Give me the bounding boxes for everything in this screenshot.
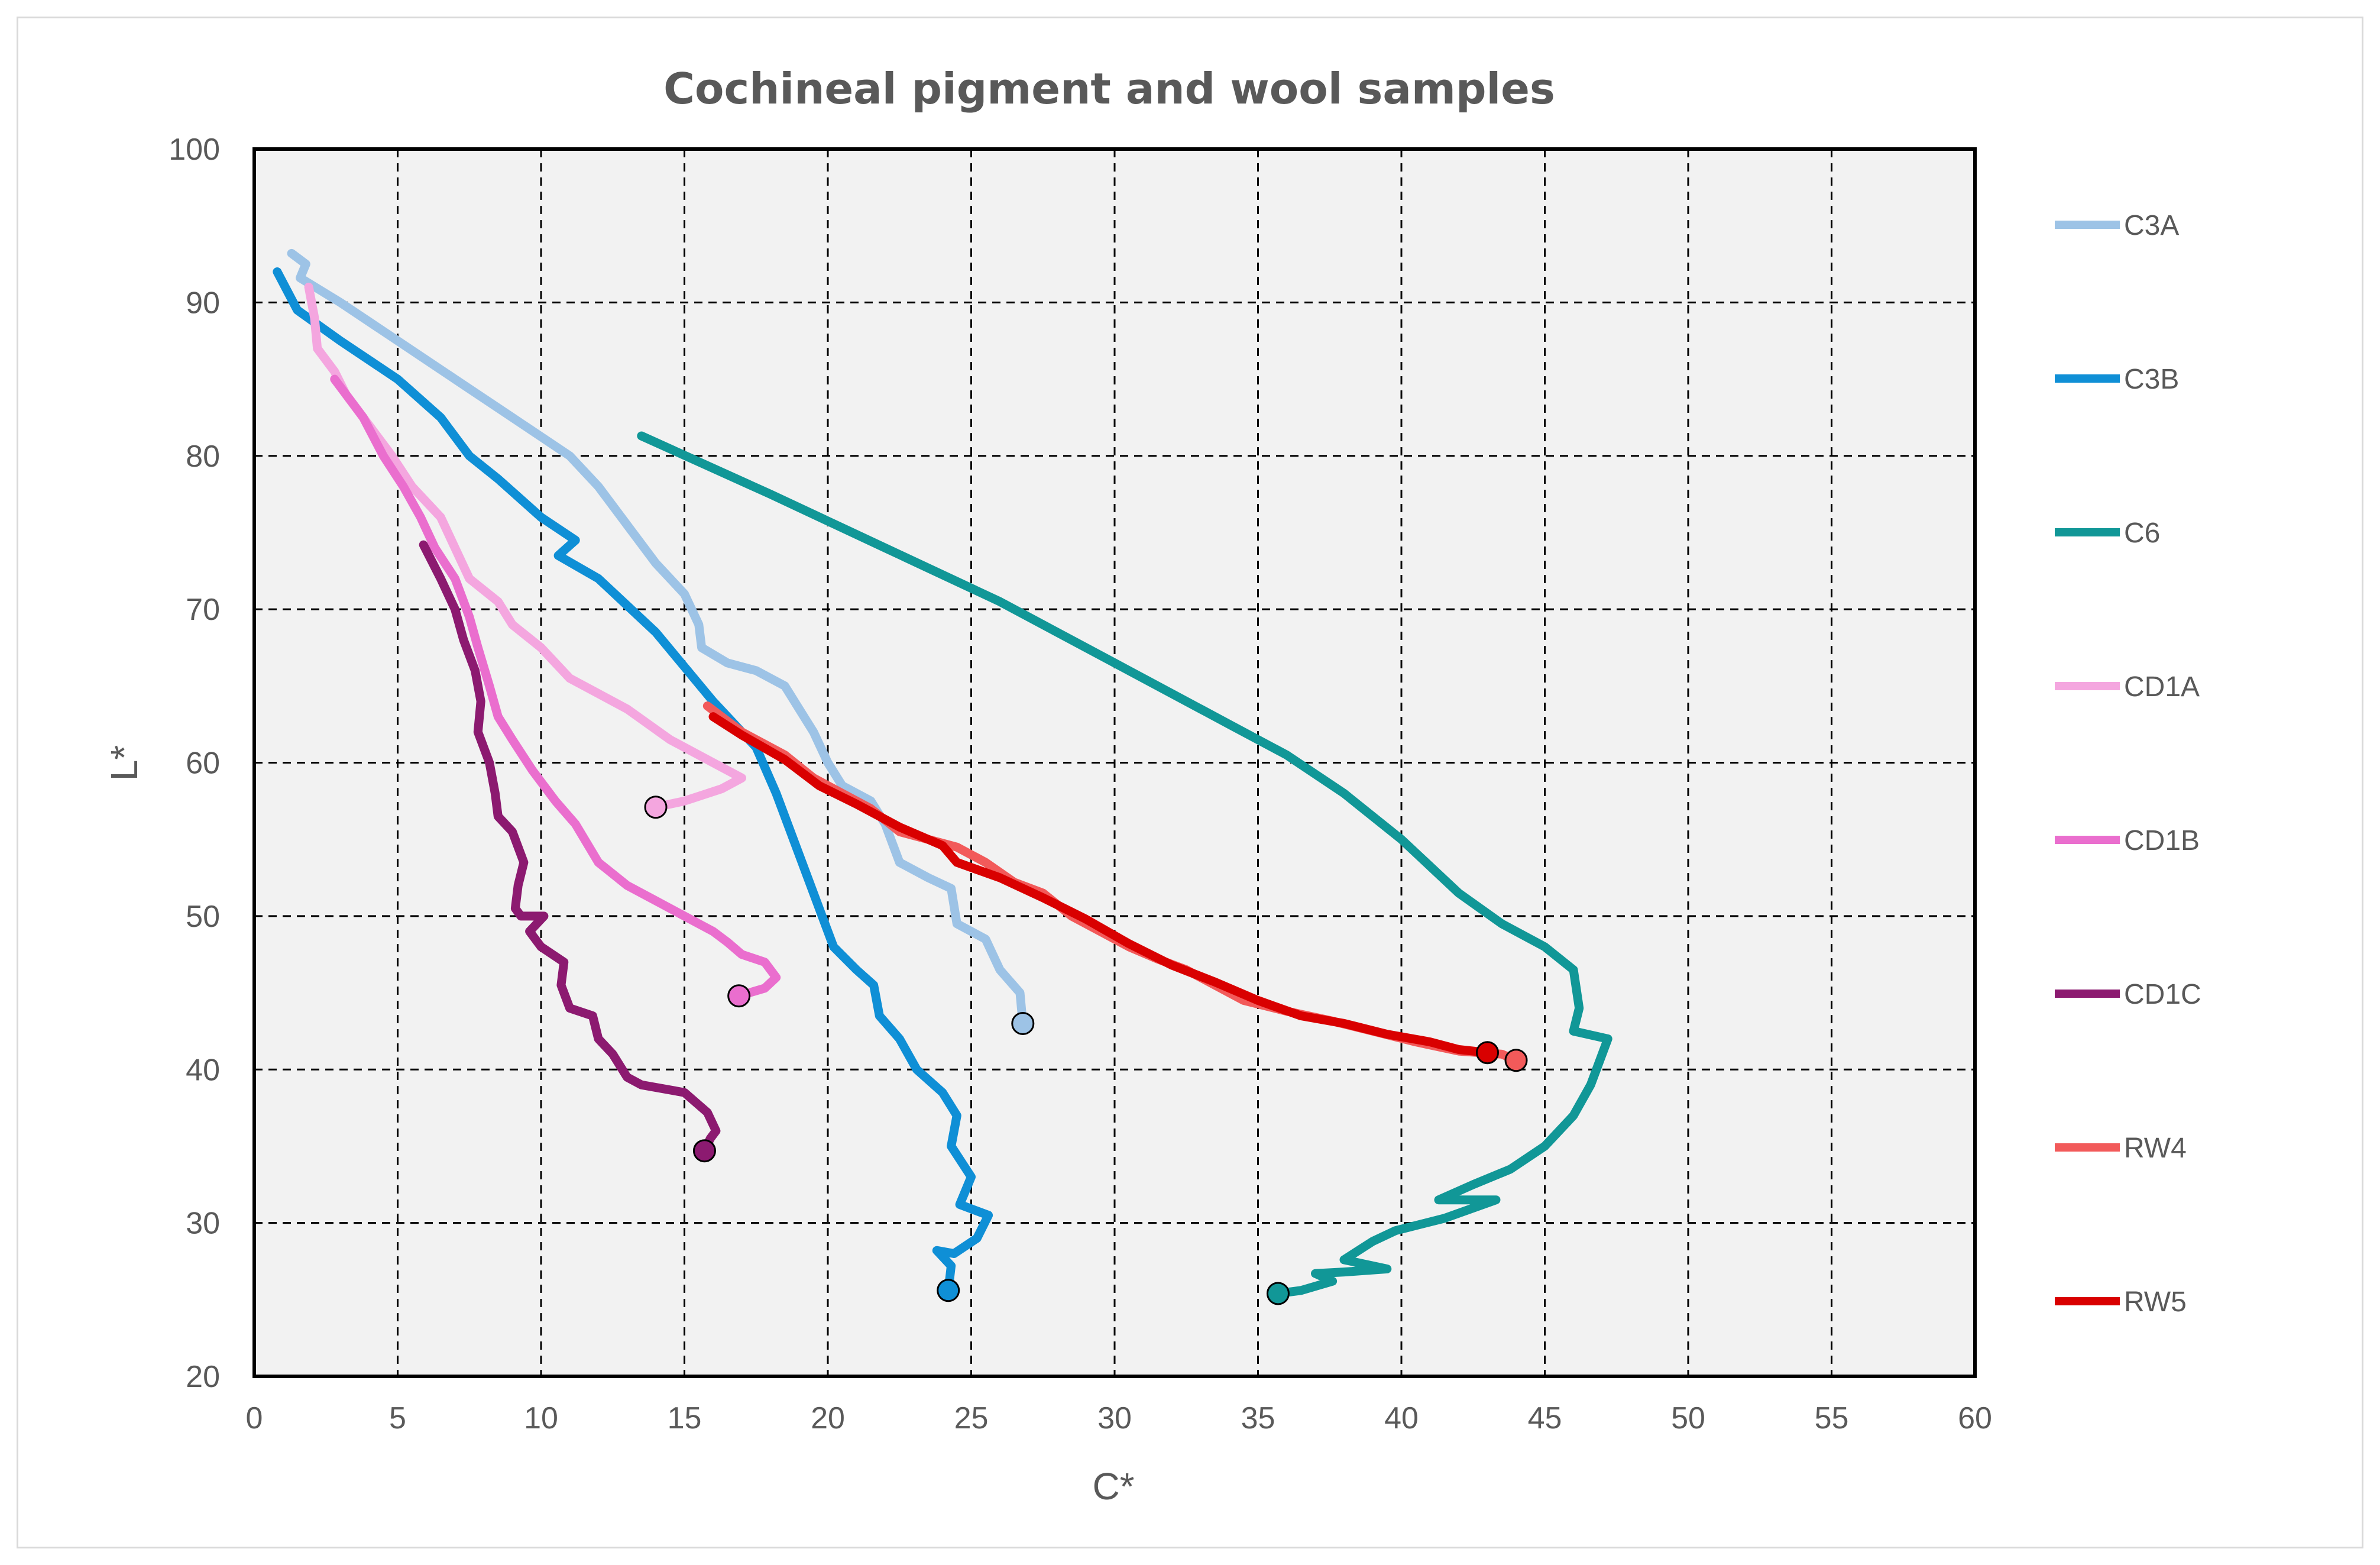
grid-lines (254, 149, 1975, 1376)
end-marker-c3b (937, 1279, 960, 1302)
y-axis-label: L* (103, 745, 145, 781)
legend-label-c6: C6 (2124, 518, 2160, 549)
x-tick-label: 20 (811, 1401, 845, 1435)
legend: C3A C3B C6 CD1A CD1B CD1C RW4 RW5 (2055, 210, 2201, 1318)
series-line-c3a (287, 248, 1028, 1028)
plot-border (252, 147, 1977, 1378)
legend-label-cd1b: CD1B (2124, 825, 2200, 856)
end-markers (644, 796, 1528, 1305)
x-tick-label: 10 (524, 1401, 558, 1435)
y-tick-label: 40 (186, 1053, 220, 1087)
y-tick-label: 70 (186, 593, 220, 627)
series-line-c6 (637, 431, 1612, 1298)
end-marker-rw5 (1476, 1041, 1499, 1065)
end-marker-c6 (1266, 1282, 1290, 1305)
legend-label-c3b: C3B (2124, 364, 2179, 395)
series-lines (273, 248, 1612, 1298)
x-tick-label: 60 (1958, 1401, 1992, 1435)
y-tick-label: 90 (186, 286, 220, 320)
series-line-cd1c (419, 540, 721, 1156)
x-tick-label: 45 (1528, 1401, 1562, 1435)
series-line-rw5 (708, 712, 1492, 1058)
x-tick-label: 35 (1241, 1401, 1275, 1435)
x-tick-label: 15 (668, 1401, 702, 1435)
x-axis-label: C* (1092, 1465, 1134, 1508)
y-tick-label: 100 (169, 132, 220, 167)
y-tick-label: 50 (186, 900, 220, 934)
series-line-c3b (273, 267, 993, 1295)
end-marker-cd1c (692, 1139, 716, 1163)
x-tick-label: 30 (1097, 1401, 1132, 1435)
x-tick-label: 55 (1815, 1401, 1849, 1435)
legend-label-cd1a: CD1A (2124, 671, 2200, 703)
axis-ticks: 0 5 10 15 20 25 30 35 40 45 50 55 60 20 30 40 50 60 70 80 90… (169, 132, 1992, 1435)
series-line-cd1b (330, 374, 781, 1001)
y-tick-label: 80 (186, 439, 220, 474)
x-tick-label: 25 (954, 1401, 989, 1435)
end-marker-cd1b (727, 984, 751, 1008)
x-tick-label: 40 (1384, 1401, 1419, 1435)
y-tick-label: 60 (186, 746, 220, 781)
y-tick-label: 20 (186, 1360, 220, 1394)
x-tick-label: 5 (389, 1401, 406, 1435)
chart-title: Cochineal pigment and wool samples (663, 64, 1555, 114)
x-tick-label: 50 (1671, 1401, 1705, 1435)
legend-label-rw4: RW4 (2124, 1133, 2187, 1164)
legend-label-cd1c: CD1C (2124, 979, 2201, 1010)
legend-label-rw5: RW5 (2124, 1286, 2187, 1318)
end-marker-rw4 (1504, 1049, 1528, 1072)
legend-label-c3a: C3A (2124, 210, 2179, 241)
end-marker-cd1a (644, 796, 668, 819)
end-marker-c3a (1011, 1011, 1035, 1035)
x-tick-label: 0 (246, 1401, 263, 1435)
y-tick-label: 30 (186, 1207, 220, 1241)
